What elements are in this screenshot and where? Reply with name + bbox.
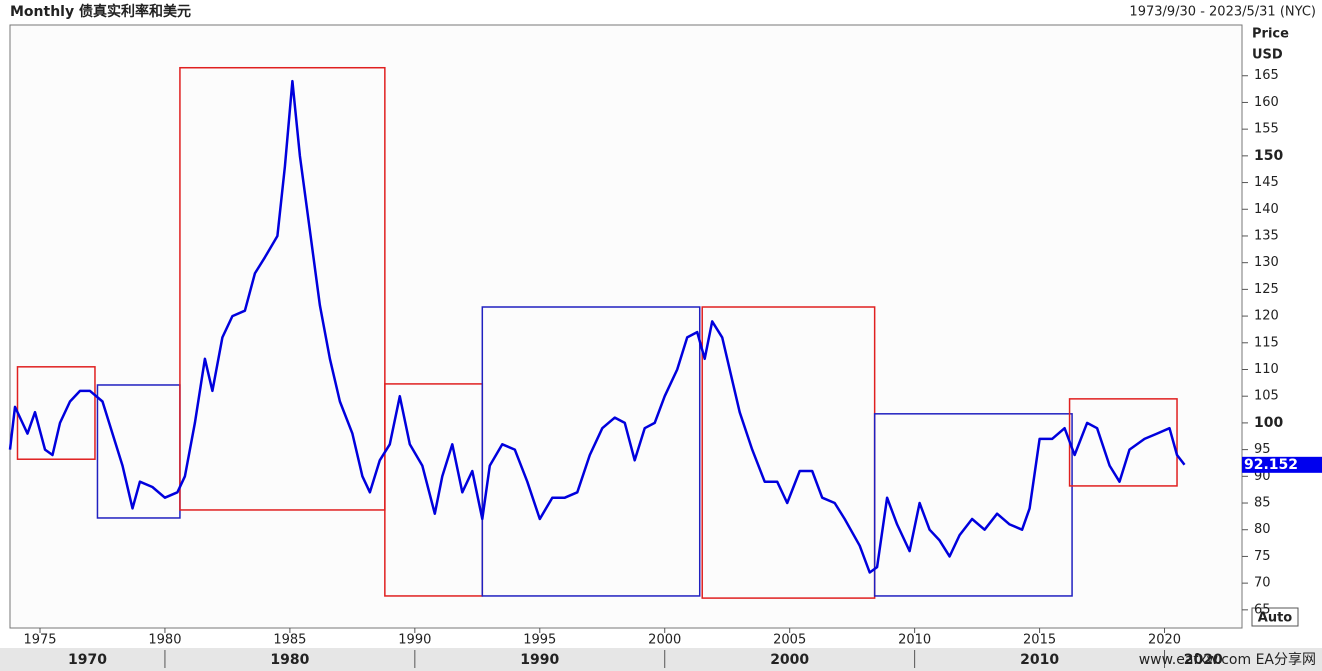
y-tick-label: 130 [1254, 255, 1279, 270]
y-tick-label: 85 [1254, 496, 1271, 511]
x-tick-label: 1975 [23, 633, 56, 648]
x-tick-label: 2015 [1023, 633, 1056, 648]
y-tick-label: 125 [1254, 282, 1279, 297]
y-tick-label: 70 [1254, 576, 1271, 591]
y-tick-label: 65 [1254, 602, 1271, 617]
annotation-box [481, 306, 701, 597]
y-tick-label: 155 [1254, 122, 1279, 137]
date-range: 1973/9/30 - 2023/5/31 (NYC) [1129, 5, 1316, 20]
decade-label: 2020 [1184, 652, 1223, 668]
y-tick-label: 120 [1254, 309, 1279, 324]
decade-label: 2010 [1020, 652, 1059, 668]
y-axis-label: USD [1252, 48, 1283, 63]
x-tick-label: 2005 [773, 633, 806, 648]
y-tick-label: 75 [1254, 549, 1271, 564]
annotation-box [873, 413, 1073, 597]
chart-title: Monthly 债真实利率和美元 [10, 3, 191, 20]
y-tick-label: 100 [1254, 415, 1283, 431]
last-value-box [1242, 456, 1322, 473]
y-tick-label: 165 [1254, 68, 1279, 83]
y-tick-label: 160 [1254, 95, 1279, 110]
y-tick-label: 140 [1254, 202, 1279, 217]
auto-button[interactable] [1251, 607, 1299, 627]
y-tick-label: 110 [1254, 362, 1279, 377]
decade-label: 1990 [520, 652, 559, 668]
decade-label: 2000 [770, 652, 809, 668]
y-axis-label: Price [1252, 27, 1289, 42]
x-tick-label: 2000 [648, 633, 681, 648]
annotation-box [179, 66, 386, 511]
y-tick-label: 135 [1254, 228, 1279, 243]
y-tick-label: 95 [1254, 442, 1271, 457]
y-tick-label: 145 [1254, 175, 1279, 190]
x-tick-label: 1980 [148, 633, 181, 648]
plot-frame [9, 24, 1243, 629]
x-tick-label: 1990 [398, 633, 431, 648]
decade-label: 1980 [270, 652, 309, 668]
x-tick-label: 1995 [523, 633, 556, 648]
y-tick-label: 80 [1254, 522, 1271, 537]
x-tick-label: 2020 [1148, 633, 1181, 648]
y-tick-label: 105 [1254, 389, 1279, 404]
last-value-label: 92.152 [1244, 457, 1298, 473]
x-tick-label: 1985 [273, 633, 306, 648]
watermark: www.eafxw.com EA分享网 [1139, 651, 1316, 668]
decade-label: 1970 [68, 652, 107, 668]
price-line [8, 79, 1186, 574]
y-tick-label: 150 [1254, 148, 1283, 164]
decade-strip [0, 648, 1322, 671]
auto-button-label[interactable]: Auto [1258, 611, 1293, 626]
y-tick-label: 115 [1254, 335, 1279, 350]
x-tick-label: 2010 [898, 633, 931, 648]
